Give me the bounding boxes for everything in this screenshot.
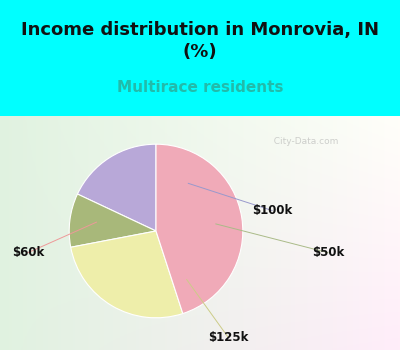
Text: $125k: $125k bbox=[208, 331, 248, 344]
Wedge shape bbox=[71, 231, 183, 318]
Text: $60k: $60k bbox=[12, 246, 44, 259]
Wedge shape bbox=[156, 144, 243, 314]
Text: Multirace residents: Multirace residents bbox=[117, 80, 283, 95]
Wedge shape bbox=[69, 194, 156, 247]
Wedge shape bbox=[78, 144, 156, 231]
Text: City-Data.com: City-Data.com bbox=[268, 137, 338, 146]
Text: Income distribution in Monrovia, IN
(%): Income distribution in Monrovia, IN (%) bbox=[21, 21, 379, 61]
Text: $100k: $100k bbox=[252, 204, 292, 217]
Text: $50k: $50k bbox=[312, 246, 344, 259]
